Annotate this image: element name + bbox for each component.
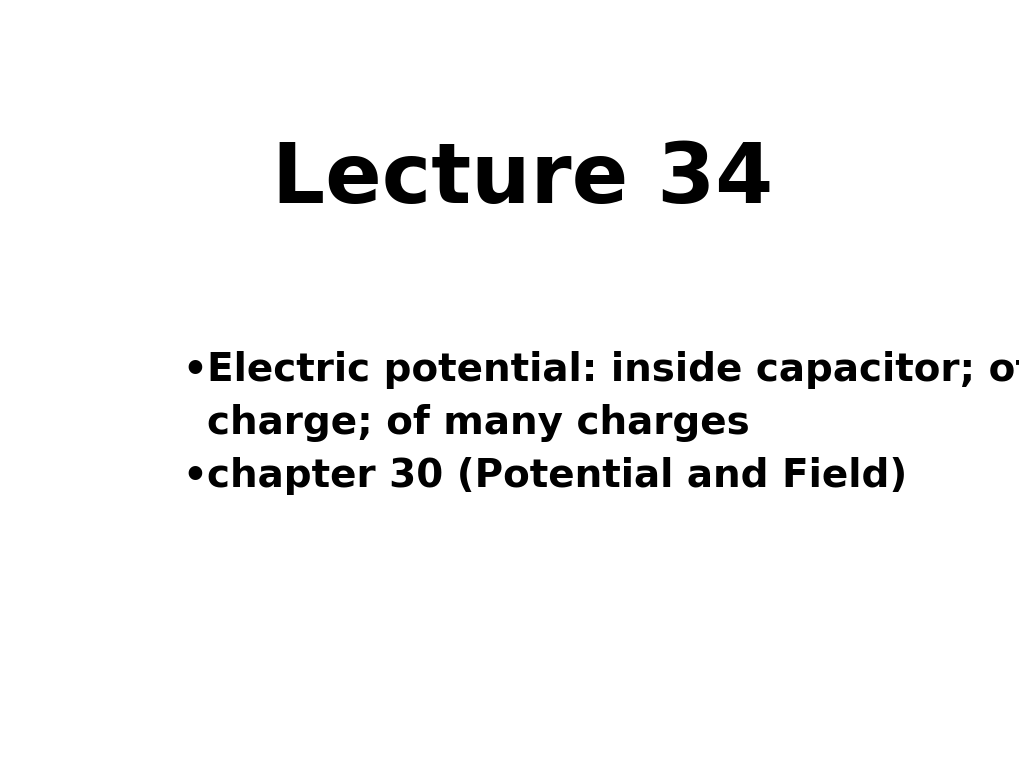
Text: Electric potential: inside capacitor; of point: Electric potential: inside capacitor; of…: [206, 351, 1019, 389]
Text: chapter 30 (Potential and Field): chapter 30 (Potential and Field): [206, 457, 906, 495]
Text: •: •: [182, 351, 208, 389]
Text: Lecture 34: Lecture 34: [272, 139, 772, 220]
Text: charge; of many charges: charge; of many charges: [206, 404, 749, 442]
Text: •: •: [182, 457, 208, 495]
